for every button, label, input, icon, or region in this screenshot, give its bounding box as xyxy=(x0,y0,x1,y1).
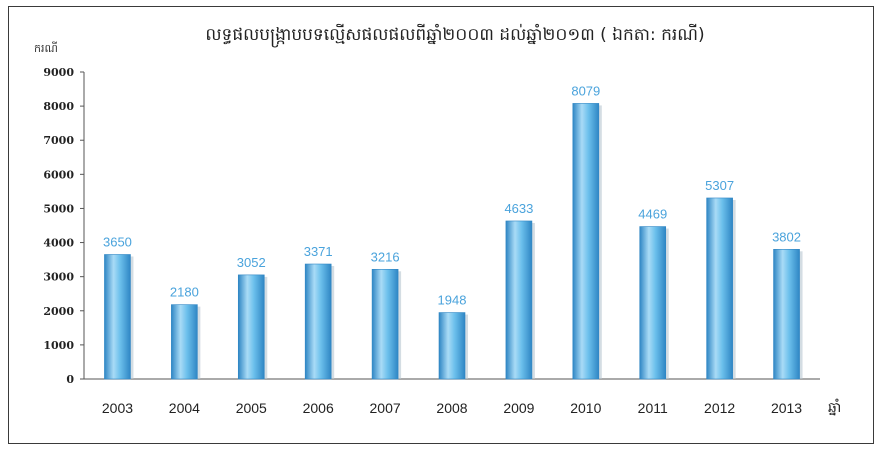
bar xyxy=(639,226,667,380)
y-axis-label: ករណី xyxy=(34,41,58,55)
x-tick-label: 2010 xyxy=(570,400,601,416)
bar xyxy=(706,197,733,380)
bar xyxy=(773,249,800,380)
data-label: 5307 xyxy=(705,178,734,193)
data-label: 3371 xyxy=(304,244,333,259)
bar xyxy=(237,274,265,380)
x-tick-label: 2011 xyxy=(638,400,668,416)
x-tick-label: 2008 xyxy=(436,400,467,416)
x-tick-label: 2012 xyxy=(704,400,735,416)
x-tick-label: 2009 xyxy=(503,400,534,416)
data-label: 4469 xyxy=(638,207,667,222)
chart-title: លទ្ធផលបង្ក្រាបបទល្មើសផលផលពីឆ្នាំ២០០៣ ដល់… xyxy=(205,23,704,48)
y-tick-label: 0 xyxy=(66,373,74,386)
x-tick-label: 2005 xyxy=(236,400,267,416)
y-tick-label: 4000 xyxy=(43,237,74,250)
data-label: 3802 xyxy=(772,229,801,244)
bar xyxy=(304,263,332,380)
y-tick-label: 1000 xyxy=(43,339,74,352)
y-tick-label: 6000 xyxy=(43,168,74,181)
y-tick-label: 8000 xyxy=(43,100,74,113)
y-tick-label: 5000 xyxy=(43,202,74,215)
x-ticks: 2003 2004 2005 2006 2007 2008 2009 2010 2011 2012… xyxy=(102,400,802,416)
data-label: 3650 xyxy=(103,234,132,249)
x-tick-label: 2004 xyxy=(169,400,200,416)
bars xyxy=(104,103,803,380)
y-tick-label: 2000 xyxy=(43,305,74,318)
bar xyxy=(505,220,533,380)
x-tick-label: 2007 xyxy=(370,400,401,416)
bar xyxy=(104,254,131,380)
bar xyxy=(572,103,600,380)
data-label: 4633 xyxy=(504,201,533,216)
bar xyxy=(438,312,466,380)
x-tick-label: 2006 xyxy=(303,400,334,416)
bar xyxy=(371,268,399,380)
y-tick-label: 7000 xyxy=(43,134,74,147)
data-label: 1948 xyxy=(438,293,467,308)
x-tick-label: 2003 xyxy=(102,400,133,416)
data-label: 2180 xyxy=(170,285,199,300)
bar xyxy=(171,304,198,380)
x-axis-label: ឆ្នាំ xyxy=(828,398,841,416)
data-label: 8079 xyxy=(571,83,600,98)
data-label: 3216 xyxy=(371,249,400,264)
y-tick-label: 3000 xyxy=(43,271,74,284)
y-ticks: 0 1000 2000 3000 4000 5000 6000 7000 8000 9000 xyxy=(43,66,84,386)
x-tick-label: 2013 xyxy=(771,400,802,416)
y-tick-label: 9000 xyxy=(43,66,74,79)
data-labels: 3650 2180 3052 3371 3216 1948 4633 8079 4469 5307… xyxy=(103,83,801,307)
data-label: 3052 xyxy=(237,255,266,270)
